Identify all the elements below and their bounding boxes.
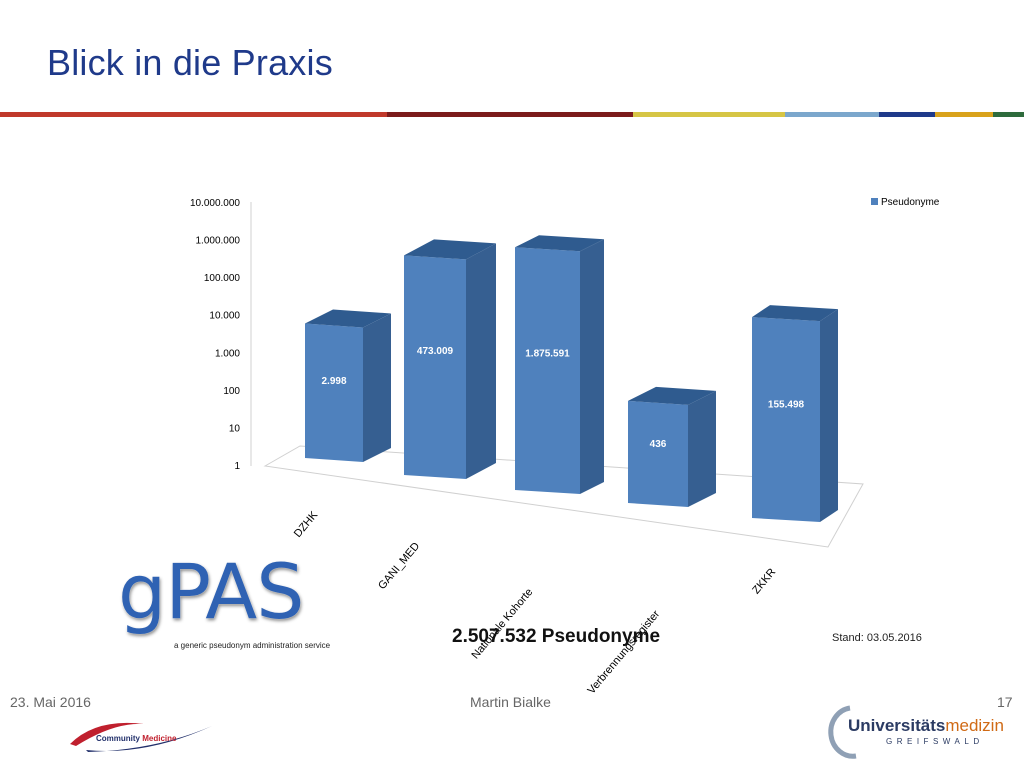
y-tick-label: 10: [229, 423, 241, 434]
bar-dzhk: 2.998: [305, 309, 391, 462]
x-category-label: DZHK: [292, 509, 321, 540]
bar-side: [580, 239, 604, 494]
stripe-segment: [0, 112, 387, 117]
chart-x-axis: DZHK GANI_MED Nationale Kohorte Verbrennung…: [292, 509, 778, 697]
y-tick-label: 1.000.000: [196, 236, 241, 247]
community-medicine-wordmark: Community Medicine: [96, 734, 176, 743]
stripe-segment: [785, 112, 879, 117]
bar-front: [305, 323, 363, 462]
stripe-segment: [879, 112, 935, 117]
bar-gani-med: 473.009: [404, 239, 496, 479]
bar-data-label: 2.998: [321, 376, 346, 387]
community-word: Community: [96, 734, 143, 743]
bar-top: [305, 309, 391, 328]
university-arc-icon: [828, 705, 857, 759]
bar-data-label: 473.009: [417, 346, 454, 357]
total-pseudonyms: 2.507.532 Pseudonyme: [452, 626, 661, 647]
community-medicine-logo: Community Medicine: [66, 716, 216, 756]
x-category-label: Nationale Kohorte: [470, 586, 536, 661]
chart-bars: 2.998 473.009 1.875.591 436 155.498: [305, 235, 838, 522]
chart-frame: [250, 202, 864, 548]
bar-front: [515, 247, 580, 494]
y-tick-label: 1: [234, 461, 240, 472]
data-date: Stand: 03.05.2016: [832, 632, 922, 644]
stripe-segment: [633, 112, 785, 117]
bar-side: [363, 313, 391, 462]
stripe-segment: [993, 112, 1024, 117]
bar-top: [404, 239, 496, 260]
footer-date: 23. Mai 2016: [10, 694, 91, 710]
x-category-label: GANI_MED: [376, 540, 422, 592]
bar-front: [628, 400, 688, 507]
bar-verbrennungsregister: 436: [628, 386, 716, 507]
title-divider-stripe: [0, 112, 1024, 117]
y-tick-label: 10.000.000: [190, 198, 240, 209]
y-tick-label: 100.000: [204, 273, 241, 284]
legend-swatch: [871, 198, 878, 205]
stripe-segment: [935, 112, 993, 117]
bar-side: [466, 243, 496, 479]
bar-data-label: 1.875.591: [525, 348, 570, 359]
medizin-word: medizin: [945, 716, 1004, 735]
university-city: GREIFSWALD: [886, 737, 984, 746]
bar-top: [628, 386, 716, 405]
gpas-logo: gPAS a generic pseudonym administration …: [118, 547, 340, 656]
bar-top: [515, 235, 604, 252]
gpas-logo-wordmark: gPAS: [118, 547, 304, 636]
bar-data-label: 436: [650, 439, 667, 450]
bar-side: [688, 390, 716, 507]
chart-floor: [263, 445, 864, 548]
university-logo: Universitätsmedizin GREIFSWALD: [826, 704, 1004, 760]
chart-y-axis: 1 10 100 1.000 10.000 100.000 1.000.000 10.000.…: [190, 198, 241, 472]
bar-nationale-kohorte: 1.875.591: [515, 235, 604, 494]
x-category-label: Verbrennungsregister: [585, 608, 662, 697]
medicine-word: Medicine: [142, 734, 177, 743]
bar-top: [752, 305, 838, 322]
y-tick-label: 100: [223, 386, 240, 397]
universitaets-word: Universitäts: [848, 716, 946, 735]
bar-side: [820, 309, 838, 522]
university-wordmark: Universitätsmedizin: [848, 716, 1004, 736]
community-swoosh-icon: [70, 722, 212, 752]
page-number: 17: [997, 694, 1013, 710]
slide-title: Blick in die Praxis: [47, 42, 333, 83]
y-tick-label: 1.000: [215, 348, 240, 359]
bar-front: [404, 255, 466, 479]
bar-data-label: 155.498: [768, 399, 805, 410]
stripe-segment: [387, 112, 633, 117]
gpas-logo-tagline: a generic pseudonym administration servi…: [174, 641, 331, 650]
x-category-label: ZKKR: [750, 566, 778, 596]
legend-label: Pseudonyme: [881, 197, 940, 208]
chart-legend: Pseudonyme: [871, 197, 940, 208]
y-tick-label: 10.000: [209, 311, 240, 322]
bar-front: [752, 317, 820, 522]
bar-zkkr: 155.498: [752, 305, 838, 522]
footer-author: Martin Bialke: [470, 694, 551, 710]
